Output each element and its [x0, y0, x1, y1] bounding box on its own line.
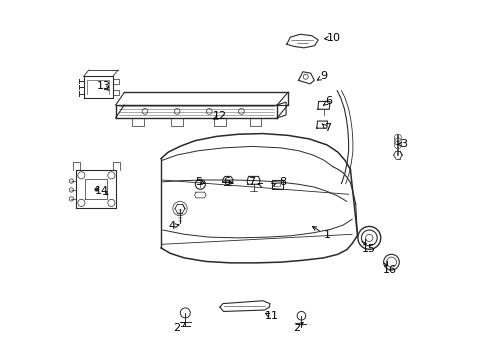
- Text: 2: 2: [173, 323, 181, 333]
- Text: 8: 8: [279, 177, 286, 187]
- Text: 5: 5: [195, 177, 202, 187]
- Text: 12: 12: [213, 111, 227, 121]
- Text: 11: 11: [265, 311, 279, 321]
- Text: 7: 7: [323, 123, 331, 133]
- Text: 9: 9: [320, 71, 327, 81]
- Text: 2: 2: [293, 323, 300, 333]
- Text: 4: 4: [168, 221, 175, 231]
- Text: 15: 15: [362, 244, 376, 253]
- Text: 6: 6: [223, 177, 231, 187]
- Text: 13: 13: [97, 81, 111, 91]
- Text: 1: 1: [324, 230, 331, 240]
- Text: 16: 16: [383, 265, 397, 275]
- Polygon shape: [220, 301, 270, 311]
- Text: 7: 7: [248, 177, 256, 187]
- Text: 14: 14: [95, 186, 109, 197]
- Text: 6: 6: [325, 96, 332, 107]
- Text: 10: 10: [327, 33, 342, 43]
- Text: 3: 3: [400, 139, 408, 149]
